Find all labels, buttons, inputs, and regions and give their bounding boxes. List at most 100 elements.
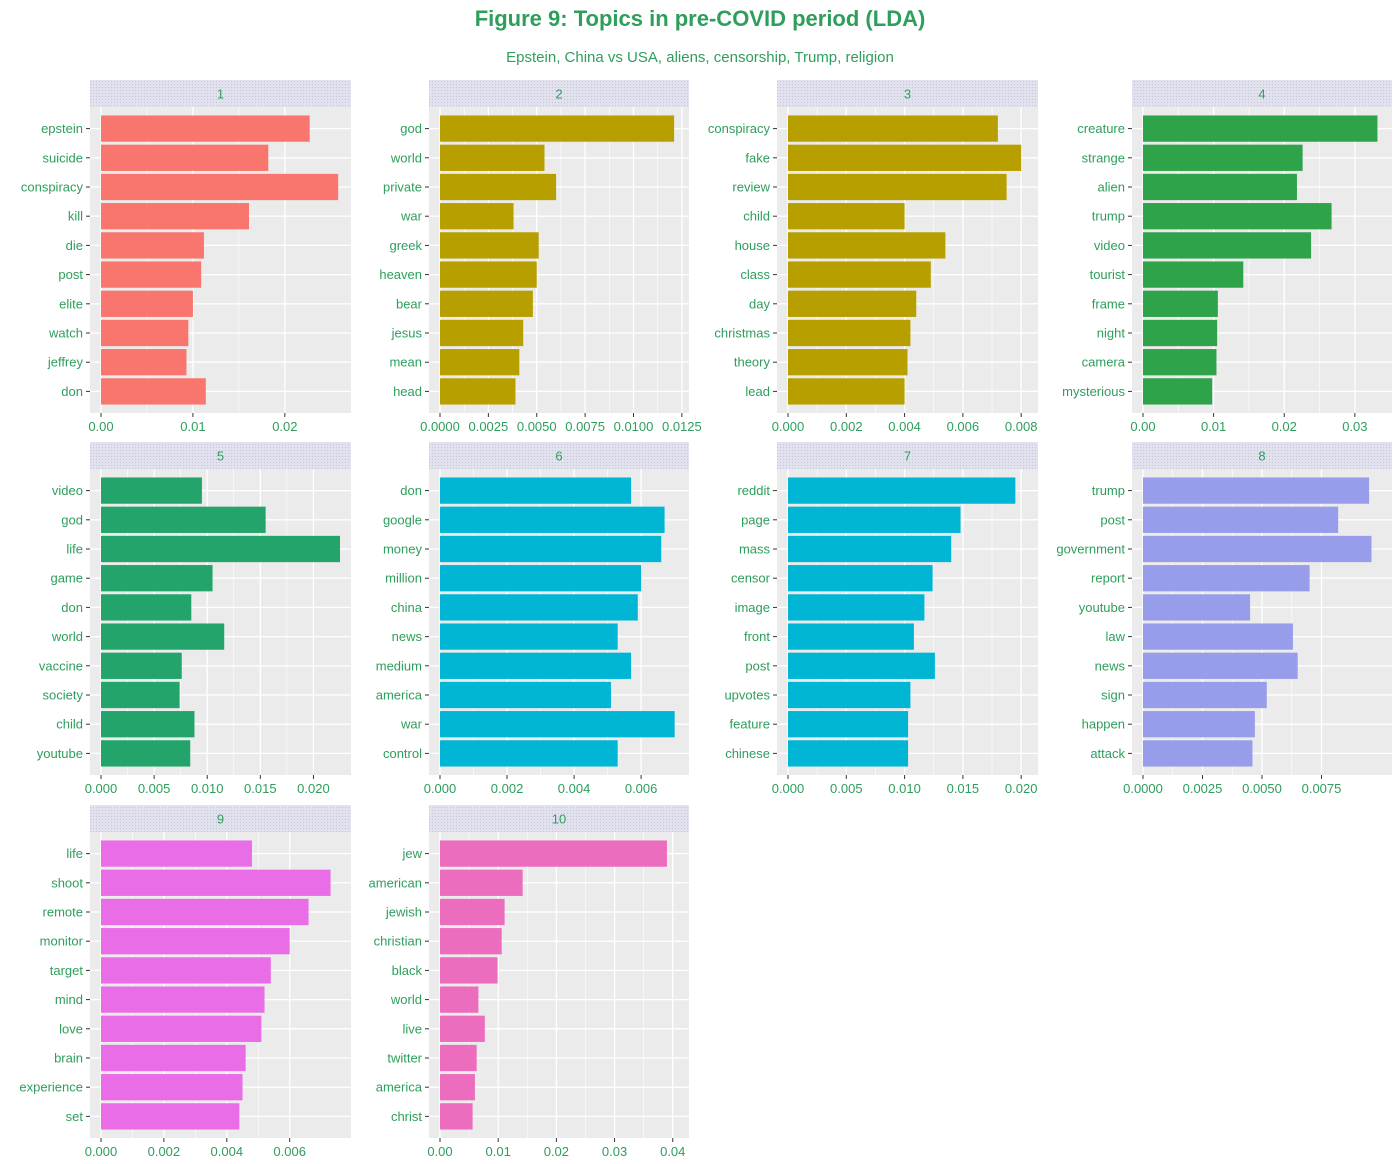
bar — [788, 349, 908, 376]
y-tick-label: sign — [1101, 688, 1125, 703]
bar — [440, 898, 505, 926]
facet-strip — [777, 80, 1038, 107]
y-tick-label: day — [749, 296, 770, 311]
bar — [788, 261, 931, 288]
facet-label: 9 — [217, 812, 224, 827]
bar — [440, 711, 675, 738]
bar — [1143, 594, 1251, 621]
x-tick-label: 0.0000 — [1123, 781, 1163, 796]
bar — [1143, 173, 1297, 201]
bar — [1143, 378, 1213, 405]
x-tick-label: 0.01 — [1201, 419, 1226, 434]
x-tick-label: 0.002 — [148, 1144, 181, 1159]
bar — [440, 115, 675, 142]
x-tick-label: 0.006 — [947, 419, 980, 434]
y-tick-label: christian — [374, 934, 422, 949]
bar — [440, 261, 537, 288]
y-tick-label: video — [1094, 238, 1125, 253]
bar — [1143, 232, 1312, 259]
x-tick-label: 0.0075 — [1302, 781, 1342, 796]
facet-label: 5 — [217, 449, 224, 464]
bar — [788, 711, 909, 738]
facet-strip — [429, 805, 689, 832]
facet-strip — [90, 80, 351, 107]
x-tick-label: 0.0100 — [614, 419, 654, 434]
y-tick-label: lead — [745, 384, 770, 399]
figure-subtitle: Epstein, China vs USA, aliens, censorshi… — [506, 49, 894, 66]
x-tick-label: 0.000 — [772, 419, 805, 434]
y-tick-label: war — [400, 717, 423, 732]
x-tick-label: 0.02 — [544, 1144, 569, 1159]
x-tick-label: 0.000 — [424, 781, 457, 796]
x-tick-label: 0.010 — [191, 781, 224, 796]
y-tick-label: post — [1100, 512, 1125, 527]
y-tick-label: news — [392, 629, 423, 644]
bar — [1143, 506, 1339, 533]
bar — [101, 1074, 243, 1101]
x-tick-label: 0.0050 — [1242, 781, 1282, 796]
x-tick-label: 0.006 — [625, 781, 658, 796]
bar — [101, 652, 182, 679]
bar — [1143, 565, 1310, 592]
y-tick-label: upvotes — [724, 688, 770, 703]
y-tick-label: news — [1095, 658, 1126, 673]
bar — [440, 869, 523, 896]
y-tick-label: watch — [48, 326, 83, 341]
x-tick-label: 0.03 — [1342, 419, 1367, 434]
y-tick-label: epstein — [41, 121, 83, 136]
y-tick-label: class — [740, 267, 770, 282]
bar — [440, 652, 632, 679]
y-tick-label: trump — [1092, 483, 1125, 498]
bar — [440, 565, 642, 592]
bar — [788, 740, 909, 767]
y-tick-label: mass — [739, 542, 771, 557]
y-tick-label: jew — [401, 846, 422, 861]
bar — [1143, 115, 1378, 142]
y-tick-label: page — [741, 512, 770, 527]
bar — [440, 840, 667, 867]
x-tick-label: 0.0050 — [517, 419, 557, 434]
bar — [101, 898, 309, 926]
bar — [440, 203, 514, 230]
bar — [1143, 681, 1267, 709]
x-tick-label: 0.03 — [602, 1144, 627, 1159]
y-tick-label: world — [51, 629, 83, 644]
y-tick-label: money — [383, 542, 423, 557]
y-tick-label: review — [732, 180, 770, 195]
bar — [101, 232, 204, 259]
facet-strip — [429, 442, 689, 469]
bar — [101, 1044, 246, 1072]
x-tick-label: 0.005 — [830, 781, 863, 796]
x-tick-label: 0.0025 — [468, 419, 508, 434]
x-tick-label: 0.004 — [211, 1144, 244, 1159]
x-tick-label: 0.0000 — [420, 419, 460, 434]
bar — [101, 840, 252, 867]
bar — [440, 173, 557, 201]
y-tick-label: war — [400, 209, 423, 224]
x-tick-label: 0.000 — [85, 1144, 118, 1159]
bar — [101, 477, 202, 504]
y-tick-label: strange — [1082, 150, 1125, 165]
bar — [440, 623, 618, 650]
y-tick-label: control — [383, 746, 422, 761]
bar — [1143, 740, 1253, 767]
x-tick-label: 0.02 — [272, 419, 297, 434]
y-tick-label: christ — [391, 1109, 422, 1124]
bar — [440, 986, 479, 1013]
y-tick-label: medium — [376, 658, 422, 673]
y-tick-label: jesus — [391, 326, 423, 341]
y-tick-label: alien — [1098, 180, 1125, 195]
y-tick-label: life — [66, 542, 83, 557]
y-tick-label: million — [385, 571, 422, 586]
bar — [101, 506, 266, 533]
y-tick-label: don — [61, 600, 83, 615]
bar — [440, 957, 498, 984]
bar — [1143, 349, 1217, 376]
bar — [440, 1044, 477, 1072]
y-tick-label: conspiracy — [708, 121, 771, 136]
bar — [101, 986, 265, 1013]
y-tick-label: america — [376, 688, 423, 703]
x-tick-label: 0.01 — [486, 1144, 511, 1159]
y-tick-label: happen — [1082, 717, 1125, 732]
y-tick-label: attack — [1090, 746, 1125, 761]
